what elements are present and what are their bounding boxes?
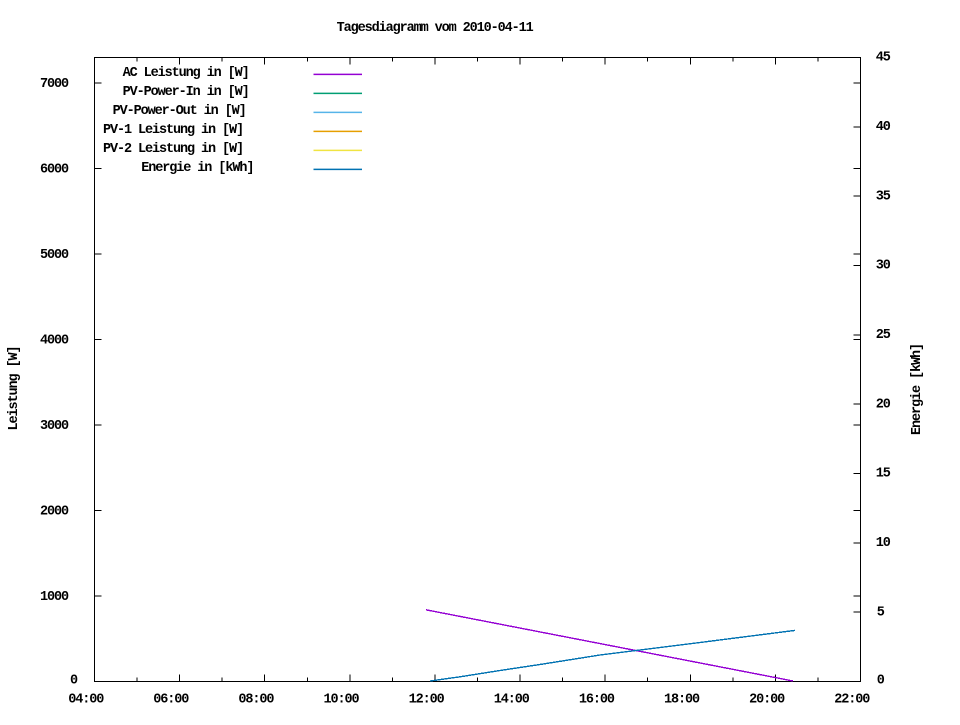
svg-text:20:00: 20:00 bbox=[749, 693, 785, 708]
svg-text:30: 30 bbox=[876, 259, 891, 274]
svg-text:3000: 3000 bbox=[40, 419, 69, 434]
svg-text:15: 15 bbox=[876, 467, 891, 482]
svg-text:PV-2 Leistung in [W]: PV-2 Leistung in [W] bbox=[103, 142, 243, 157]
svg-text:PV-Power-Out in [W]: PV-Power-Out in [W] bbox=[113, 104, 246, 119]
svg-text:Tagesdiagramm vom 2010-04-11: Tagesdiagramm vom 2010-04-11 bbox=[337, 21, 534, 36]
svg-text:4000: 4000 bbox=[40, 334, 69, 349]
svg-text:08:00: 08:00 bbox=[238, 693, 274, 708]
svg-text:22:00: 22:00 bbox=[834, 693, 870, 708]
svg-text:2000: 2000 bbox=[40, 505, 69, 520]
svg-text:7000: 7000 bbox=[40, 77, 69, 92]
svg-text:0: 0 bbox=[70, 674, 78, 689]
svg-text:6000: 6000 bbox=[40, 163, 69, 178]
svg-text:PV-1 Leistung in [W]: PV-1 Leistung in [W] bbox=[103, 123, 243, 138]
svg-text:1000: 1000 bbox=[40, 590, 69, 605]
svg-text:Energie [kWh]: Energie [kWh] bbox=[910, 344, 925, 435]
svg-text:0: 0 bbox=[877, 673, 885, 688]
svg-text:5000: 5000 bbox=[40, 248, 69, 263]
svg-text:04:00: 04:00 bbox=[68, 693, 104, 708]
svg-text:40: 40 bbox=[876, 120, 891, 135]
svg-text:12:00: 12:00 bbox=[409, 693, 445, 708]
svg-text:10:00: 10:00 bbox=[324, 693, 360, 708]
svg-text:Energie in [kWh]: Energie in [kWh] bbox=[141, 161, 253, 176]
svg-text:PV-Power-In in [W]: PV-Power-In in [W] bbox=[123, 85, 249, 100]
svg-text:Leistung [W]: Leistung [W] bbox=[7, 346, 22, 430]
svg-text:14:00: 14:00 bbox=[494, 693, 530, 708]
svg-text:20: 20 bbox=[876, 397, 891, 412]
svg-text:35: 35 bbox=[876, 189, 891, 204]
svg-text:AC Leistung in [W]: AC Leistung in [W] bbox=[123, 66, 249, 81]
svg-text:5: 5 bbox=[877, 605, 885, 620]
svg-text:18:00: 18:00 bbox=[664, 693, 700, 708]
svg-text:06:00: 06:00 bbox=[153, 693, 189, 708]
svg-text:10: 10 bbox=[876, 536, 891, 551]
svg-text:16:00: 16:00 bbox=[579, 693, 615, 708]
svg-text:25: 25 bbox=[876, 328, 891, 343]
svg-text:45: 45 bbox=[876, 51, 891, 66]
